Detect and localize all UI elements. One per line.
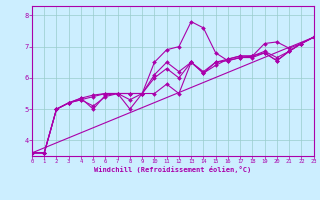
X-axis label: Windchill (Refroidissement éolien,°C): Windchill (Refroidissement éolien,°C) <box>94 166 252 173</box>
